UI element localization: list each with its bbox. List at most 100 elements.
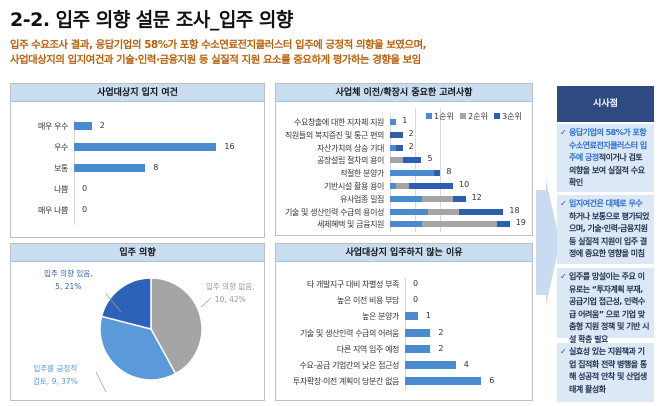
data-label: 12 (471, 192, 482, 202)
data-label: 0 (413, 279, 419, 288)
category-label: 우수 (54, 143, 68, 152)
category-label: 타 개발지구 대비 차별성 부족 (306, 280, 399, 289)
bar-segment (427, 208, 460, 215)
chart-title: 사업대상지 입주하지 않는 이유 (276, 244, 532, 262)
bar-segment (453, 195, 466, 202)
slice-value: 10, 42% (214, 295, 246, 304)
category-label: 세제혜택 및 금융지원 (317, 220, 384, 230)
leader-line (200, 297, 212, 308)
category-label: 수요창출에 대한 지자체 지원 (294, 118, 384, 127)
data-label: 10 (459, 180, 470, 189)
category-label: 수요-공급 기업간의 낮은 접근성 (299, 361, 400, 370)
subtitle-line: 사업대상지의 입지여건과 기술·인력·금융지원 등 실질적 지원 요소를 중요하… (10, 54, 421, 66)
legend-item: 3순위 (494, 111, 522, 122)
non-move-reasons-chart: 사업대상지 입주하지 않는 이유 타 개발지구 대비 차별성 부족 0 높은 이전 … (275, 243, 533, 401)
bar-segment (402, 157, 422, 164)
bar (405, 344, 431, 353)
highlight-text: 입지여건은 대체로 우수 (569, 199, 643, 208)
leader-line (95, 371, 107, 393)
chart-title: 사업대상지 입지 여건 (11, 84, 264, 102)
implication-box: ✓ 입주를 망설이는 주요 이유로는 “투자계획 부재, 공급기업 접근성, 인력… (557, 268, 654, 344)
implication-box: ✓ 실효성 있는 지원책과 기업 집적화 전략 병행을 통해 성공적 안착 및 산… (557, 343, 654, 402)
category-label: 직원들의 복지증진 및 통근 편의 (284, 130, 384, 140)
data-label: 19 (515, 218, 526, 228)
slice-name: 입주 의향 있음, (44, 269, 93, 278)
chart-title: 입주 의향 (11, 244, 264, 262)
page-title: 2-2. 입주 의향 설문 조사_입주 의향 (10, 9, 293, 31)
slice-value: 5, 21% (55, 282, 82, 291)
bar-segment (390, 131, 403, 138)
move-in-intention-chart: 입주 의향 입주 의향 없음, 10, 42% 입주를 긍정적 검토, 9, 37% 입… (10, 243, 265, 401)
category-label: 보통 (54, 164, 68, 173)
bar-segment (421, 221, 498, 228)
data-label: 0 (413, 295, 419, 305)
data-label: 2 (438, 343, 444, 353)
bar-segment (434, 170, 441, 177)
data-label: 2 (408, 128, 414, 138)
highlight-text: 응답기업의 58%가 포항 수소연료전지클러스터 입주에 긍정 (569, 128, 647, 162)
box-text: 실효성 있는 지원책과 기업 집적화 전략 병행을 통해 성공적 안착 및 산업… (569, 347, 647, 394)
pie-slice (100, 277, 152, 330)
data-label: 0 (82, 205, 88, 214)
legend-swatch (494, 113, 500, 119)
bar-segment (421, 195, 453, 202)
data-label: 5 (427, 154, 433, 164)
category-label: 공장설립 절차의 용이 (317, 156, 384, 166)
data-label: 8 (446, 167, 452, 177)
data-label: 1 (425, 311, 431, 321)
bar (74, 143, 217, 151)
legend-item: 2순위 (460, 111, 488, 122)
bar-segment (390, 144, 397, 151)
pie-chart (95, 277, 212, 393)
sidebar-title: 시사점 (557, 86, 654, 122)
bar (405, 328, 431, 337)
data-label: 8 (153, 163, 159, 172)
bar-segment (390, 208, 428, 215)
box-text: 입주를 망설이는 주요 이유로는 “투자계획 부재, 공급기업 접근성, 인력수… (569, 272, 650, 344)
category-label: 자산가치의 상승 기대 (317, 143, 384, 153)
implication-box: ✓ 입지여건은 대체로 우수 하거나 보통으로 평가되었으며, 기술·인력·금융지… (557, 195, 654, 264)
slice-value: 검토, 9, 37% (33, 377, 78, 386)
check-icon: ✓ (560, 272, 567, 281)
bar (405, 377, 482, 386)
bar-segment (390, 170, 435, 177)
arrow-shape (536, 180, 560, 305)
data-label: 2 (438, 327, 444, 337)
data-label: 1 (402, 116, 408, 125)
data-label: 6 (489, 376, 495, 386)
bar-segment (390, 157, 403, 164)
legend-item: 1순위 (426, 111, 454, 122)
bar-segment (390, 183, 397, 189)
page-subtitle: 입주 수요조사 결과, 응답기업의 58%가 포항 수소연료전지클러스터 입주에… (10, 38, 427, 68)
category-label: 나쁨 (54, 185, 68, 194)
bar (74, 122, 92, 130)
data-label: 0 (82, 184, 88, 193)
data-label: 4 (463, 360, 469, 369)
category-label: 적절한 분양가 (340, 169, 384, 179)
gridline (415, 108, 417, 232)
category-label: 투자확장·이전 계획이 당분간 없음 (292, 377, 399, 387)
category-label: 다른 지역 입주 예정 (336, 344, 400, 354)
pie-label: 입주 의향 없음, 10, 42% (206, 280, 255, 306)
box-text: 적이거나 검토 의향을 보여 실질적 수요 확인 (569, 153, 645, 187)
location-condition-chart: 사업대상지 입지 여건 매우 우수 2 우수 16 보통 8 나쁨 0 매우 나쁨 0 (10, 83, 265, 238)
slice-name: 입주 의향 없음, (206, 282, 255, 291)
category-label: 유사업종 밀집 (340, 194, 384, 204)
implication-box: ✓ 응답기업의 58%가 포항 수소연료전지클러스터 입주에 긍정적이거나 검토 … (557, 124, 654, 192)
slice-name: 입주를 긍정적 (33, 364, 78, 373)
bar (405, 361, 456, 369)
check-icon: ✓ (560, 199, 567, 208)
category-label: 매우 나쁨 (38, 206, 68, 215)
axis-line (74, 120, 75, 225)
bar (74, 164, 146, 172)
bar-segment (396, 144, 403, 151)
pie-label: 입주 의향 있음, 5, 21% (44, 267, 93, 293)
pie-slice (99, 315, 177, 381)
chart-title: 사업체 이전/확장시 중요한 고려사항 (276, 84, 532, 102)
bar-segment (497, 221, 510, 228)
leader-line (105, 293, 122, 313)
legend-swatch (426, 113, 432, 119)
data-label: 2 (99, 121, 105, 130)
relocation-factors-chart: 사업체 이전/확장시 중요한 고려사항 수요창출에 대한 지자체 지원 1 직원들의… (275, 83, 533, 236)
